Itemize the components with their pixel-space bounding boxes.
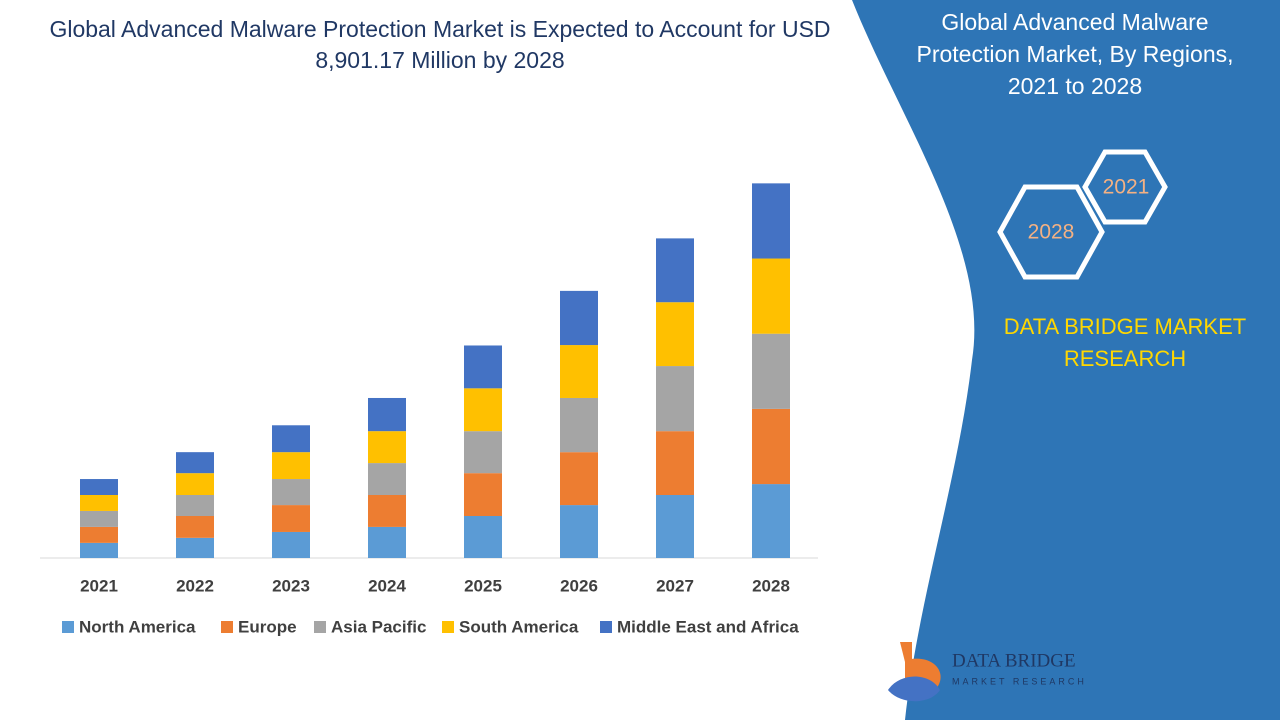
bar-segment: [80, 495, 118, 511]
chart-title: Global Advanced Malware Protection Marke…: [49, 16, 831, 73]
bar-segment: [656, 302, 694, 367]
bar-segment: [368, 495, 406, 527]
bar-segment: [80, 510, 118, 527]
legend-label: North America: [79, 617, 196, 636]
bar-segment: [656, 238, 694, 303]
bar-segment: [560, 452, 598, 506]
bar-segment: [368, 526, 406, 558]
bar-segment: [560, 290, 598, 346]
bar-segment: [176, 452, 214, 474]
bar-segment: [464, 516, 502, 558]
bar-segment: [656, 366, 694, 432]
x-tick-label: 2025: [464, 576, 502, 595]
bar-segment: [80, 542, 118, 558]
bar-segment: [464, 388, 502, 432]
bar-segment: [176, 516, 214, 538]
hexagon: [997, 184, 1105, 280]
legend-swatch: [314, 621, 326, 633]
legend-label: Middle East and Africa: [617, 617, 799, 636]
bar-segment: [560, 505, 598, 558]
legend-label: Europe: [238, 617, 297, 636]
hex-label: 2028: [1028, 221, 1075, 244]
brand-name: DATA BRIDGE MARKET RESEARCH: [1003, 314, 1247, 371]
bar-segment: [176, 473, 214, 495]
x-tick-label: 2026: [560, 576, 598, 595]
hex-label: 2021: [1103, 176, 1150, 199]
bar-segment: [272, 479, 310, 506]
bar-segment: [80, 526, 118, 543]
legend-label: Asia Pacific: [331, 617, 426, 636]
bar-segment: [272, 452, 310, 480]
bar-segment: [464, 473, 502, 516]
bar-segment: [368, 397, 406, 432]
legend-label: South America: [459, 617, 579, 636]
x-tick-label: 2022: [176, 576, 214, 595]
bar-segment: [752, 408, 790, 485]
legend-swatch: [62, 621, 74, 633]
x-tick-label: 2028: [752, 576, 790, 595]
bar-segment: [368, 431, 406, 464]
legend-swatch: [221, 621, 233, 633]
bar-segment: [752, 258, 790, 334]
bar-segment: [80, 479, 118, 495]
bar-segment: [176, 495, 214, 516]
bar-segment: [272, 531, 310, 558]
bar-segment: [752, 484, 790, 558]
bar-segment: [656, 431, 694, 495]
bar-segment: [272, 425, 310, 453]
legend-swatch: [442, 621, 454, 633]
x-tick-label: 2024: [368, 576, 406, 595]
bar-segment: [752, 183, 790, 259]
hexagon: [1082, 149, 1168, 225]
bar-segment: [464, 345, 502, 389]
bar-segment: [752, 333, 790, 409]
panel-title: Global Advanced Malware Protection Marke…: [916, 9, 1234, 99]
x-tick-label: 2027: [656, 576, 694, 595]
bar-segment: [464, 431, 502, 474]
legend-swatch: [600, 621, 612, 633]
logo-icon: [888, 676, 940, 702]
bar-segment: [560, 397, 598, 453]
bar-segment: [560, 345, 598, 398]
bar-segment: [272, 505, 310, 532]
logo-subtext: MARKET RESEARCH: [952, 676, 1087, 686]
bar-segment: [656, 495, 694, 558]
x-tick-label: 2023: [272, 576, 310, 595]
side-panel: [852, 0, 1280, 720]
bar-segment: [176, 537, 214, 558]
x-tick-label: 2021: [80, 576, 118, 595]
bar-segment: [368, 463, 406, 495]
logo-text: DATA BRIDGE: [952, 650, 1076, 671]
